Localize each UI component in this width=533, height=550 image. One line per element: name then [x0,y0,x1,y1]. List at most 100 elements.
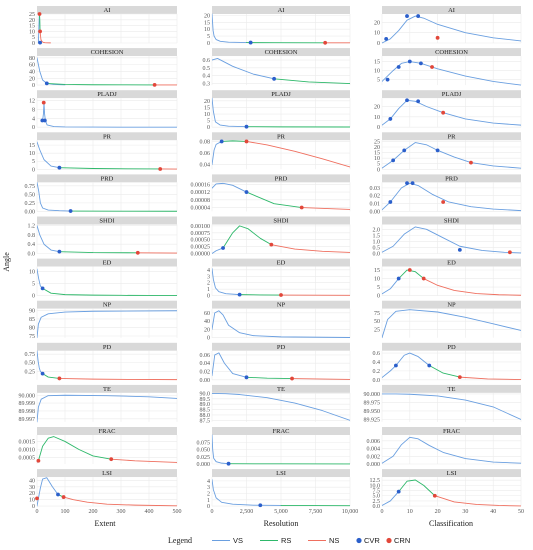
y-tick-label: 0 [377,41,380,47]
cvr-point [396,65,401,69]
legend-item-crn: CRN [386,536,410,545]
panel-background [37,350,177,380]
y-tick-label: 20 [29,18,35,24]
series-group [212,140,350,168]
panel-pladj-1: PLADJ 0 4 8 12 [29,90,178,131]
series-line-vs [382,393,521,420]
y-tick-label: 1 [207,498,210,504]
y-tick-label: 0.3 [203,82,211,88]
series-line-rs [221,140,247,142]
y-tick-label: 3 [207,274,210,280]
legend-label: VS [233,536,243,545]
series-line-ns [423,278,521,296]
series-line-vs [212,310,350,338]
facet-strip-label: ED [103,260,112,267]
y-tick-label: 10 [29,151,35,157]
facet-strip-label: PRD [445,175,458,182]
y-tick-label: 25 [374,327,380,333]
series-line-rs [58,251,139,254]
facet-strip [382,90,521,99]
series-line-vs [382,226,521,254]
facet-strip-label: PLADJ [97,91,117,98]
cvr-point [427,363,432,368]
series-line-ns [291,378,350,380]
facet-strip [37,384,177,393]
y-tick-label: 4 [32,116,35,122]
y-tick-label: 5 [207,119,210,125]
panel-background [37,266,177,296]
facet-strip-label: SHDI [444,218,459,225]
facet-strip [212,6,350,14]
crn-point [469,160,473,165]
series-group [382,99,521,126]
y-tick-label: 0.050 [197,448,211,454]
facet-strip [382,132,521,141]
crn-point [441,200,446,204]
y-tick-label: 15 [204,105,210,111]
y-tick-label: 60 [29,63,35,69]
cvr-point [219,139,224,144]
facet-strip [212,342,350,351]
y-tick-label: 0.00008 [191,198,211,204]
series-group [212,434,350,465]
y-tick-label: 5 [207,34,210,40]
facet-strip [382,469,521,478]
crn-point [269,242,274,247]
y-tick-label: 0.0010 [19,448,36,454]
cvr-point [416,14,421,18]
x-tick-label: 30 [462,509,468,515]
panel-frac-1: FRAC 0.0005 0.0010 0.0015 [19,427,178,464]
legend-item-vs: VS [212,536,243,545]
series-line-vs [382,352,430,379]
facet-strip-label: PR [103,133,112,140]
y-tick-label: 0.00016 [191,182,211,188]
series-line-vs [212,182,247,193]
y-tick-label: 1.2 [28,224,36,230]
y-tick-label: 0.04 [200,361,211,367]
series-group [212,13,350,44]
y-tick-label: 0 [32,41,35,47]
cvr-point [42,118,47,123]
facet-strip-label: AI [104,7,111,14]
panel-lsi-3: LSI 0.02.55.07.510.012.5 0 10 20 30 40 50 [370,469,524,515]
y-tick-label: 0 [207,504,210,510]
y-tick-label: 10 [374,69,380,75]
facet-strip-label: PLADJ [271,91,291,98]
crn-point [158,167,163,171]
panel-np-3: NP 25 50 75 [374,300,522,339]
y-tick-label: 1.0 [373,239,381,245]
y-tick-label: 0.00050 [191,238,211,244]
y-tick-label: 89.950 [364,409,381,415]
y-tick-label: 89.5 [200,397,211,403]
y-tick-label: 0 [32,167,35,173]
facet-strip-label: TE [103,386,111,393]
cvr-point [40,286,45,291]
x-tick-label: 0 [36,509,39,515]
y-tick-label: 10 [29,29,35,35]
facet-strip [37,132,177,141]
panel-pr-2: PR 0.04 0.06 0.08 [200,132,351,170]
y-tick-label: 0.8 [28,233,36,239]
panel-pd-3: PD 0.0 0.2 0.4 0.6 [373,342,522,384]
series-group [382,479,521,507]
y-tick-label: 0.00 [200,378,211,384]
series-group [37,181,177,212]
y-tick-label: 10 [374,31,380,37]
y-tick-label: 0 [377,125,380,131]
y-tick-label: 10 [374,156,380,162]
panel-background [382,182,521,212]
panel-background [37,98,177,128]
series-line-rs [42,373,60,379]
y-tick-label: 0.00 [25,209,36,215]
y-tick-label: 0.025 [197,455,211,461]
x-axis-title-classification: Classification [429,519,473,528]
y-tick-label: 20 [374,20,380,26]
facet-strip [212,427,350,435]
crn-point [457,375,462,380]
panel-te-2: TE 87.588.088.589.089.590.0 [200,384,351,424]
panel-cohesion-2: COHESION 0.3 0.4 0.5 0.6 [203,48,351,88]
y-tick-label: 0.00004 [191,206,211,212]
series-line-rs [398,479,436,497]
series-line-vs [212,58,275,80]
